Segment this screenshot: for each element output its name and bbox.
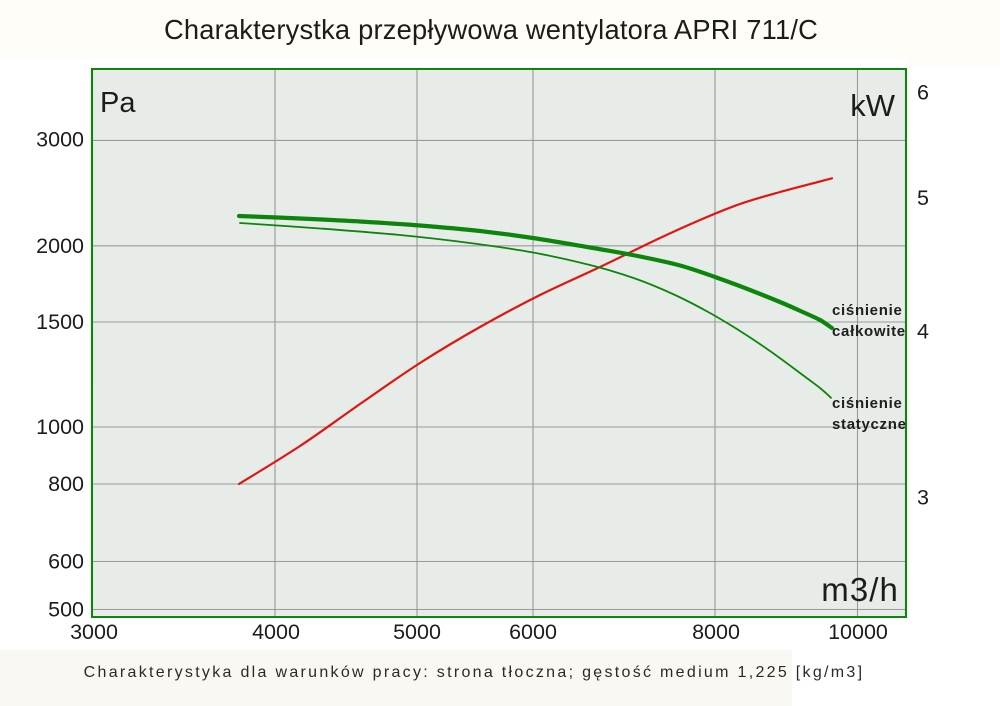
svg-text:3000: 3000: [36, 127, 84, 151]
svg-text:ciśnienie: ciśnienie: [832, 395, 903, 412]
svg-text:6000: 6000: [509, 620, 557, 644]
svg-text:5: 5: [917, 186, 929, 210]
svg-text:500: 500: [48, 598, 84, 622]
svg-text:statyczne: statyczne: [832, 416, 907, 433]
svg-text:4: 4: [917, 320, 929, 344]
svg-text:6: 6: [917, 81, 929, 105]
svg-text:3: 3: [917, 486, 929, 510]
svg-text:Pa: Pa: [100, 87, 136, 119]
svg-text:całkowite: całkowite: [832, 323, 906, 340]
svg-text:1000: 1000: [36, 415, 84, 439]
svg-text:3000: 3000: [70, 620, 118, 644]
svg-text:10000: 10000: [828, 620, 888, 644]
svg-text:600: 600: [48, 550, 84, 574]
svg-text:m3/h: m3/h: [821, 571, 899, 608]
svg-text:1500: 1500: [36, 310, 84, 334]
svg-text:4000: 4000: [252, 620, 300, 644]
svg-text:800: 800: [48, 472, 84, 496]
svg-text:8000: 8000: [692, 620, 740, 644]
svg-text:ciśnienie: ciśnienie: [832, 302, 903, 319]
svg-text:5000: 5000: [393, 620, 441, 644]
svg-text:kW: kW: [850, 88, 896, 123]
svg-text:2000: 2000: [36, 234, 84, 258]
